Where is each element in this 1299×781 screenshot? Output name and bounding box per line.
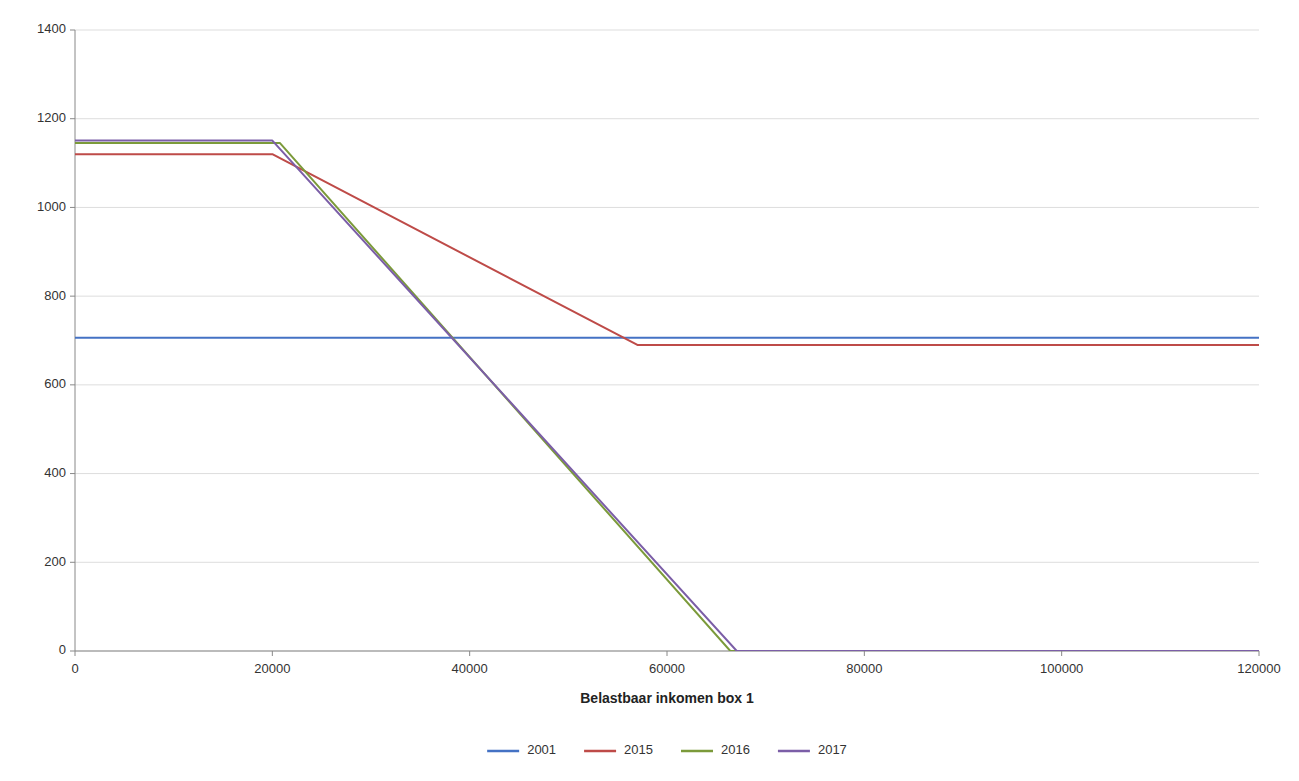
x-tick [1259,651,1260,656]
legend-item: 2001 [487,742,556,757]
y-tick-label: 1200 [37,110,66,125]
x-tick [1061,651,1062,656]
x-tick [667,651,668,656]
legend-label: 2015 [624,742,653,757]
legend-label: 2017 [818,742,847,757]
y-tick-label: 0 [59,642,66,657]
y-axis-line [75,30,76,651]
legend-label: 2016 [721,742,750,757]
x-tick-label: 20000 [254,661,290,676]
legend-item: 2015 [584,742,653,757]
x-tick-label: 120000 [1237,661,1280,676]
series-line [75,140,1259,651]
y-tick [70,562,75,563]
y-tick-label: 1400 [37,21,66,36]
x-tick-label: 60000 [649,661,685,676]
y-tick-label: 800 [44,288,66,303]
y-tick [70,118,75,119]
x-tick-label: 0 [71,661,78,676]
y-tick-label: 1000 [37,199,66,214]
legend-swatch [681,750,713,753]
y-tick-label: 200 [44,554,66,569]
legend-swatch [487,750,519,753]
grid-line [75,384,1259,385]
legend-swatch [584,750,616,753]
grid-line [75,473,1259,474]
y-tick [70,384,75,385]
grid [75,30,1259,651]
legend-item: 2017 [778,742,847,757]
y-tick-label: 400 [44,465,66,480]
y-tick [70,651,75,652]
x-tick [864,651,865,656]
axes: 0 200 400 600 800 1000 1200 1400 0 20000 40000 6000… [37,21,1281,676]
series-group [75,140,1259,651]
x-axis-label: Belastbaar inkomen box 1 [580,690,754,706]
y-tick [70,296,75,297]
x-tick-label: 80000 [846,661,882,676]
series-line [75,154,1259,345]
legend: 2001 2015 2016 2017 [487,742,847,757]
grid-line [75,562,1259,563]
y-tick [70,207,75,208]
legend-swatch [778,750,810,753]
x-tick [272,651,273,656]
chart: 0 200 400 600 800 1000 1200 1400 0 20000 40000 6000… [0,0,1299,781]
x-tick-label: 100000 [1040,661,1083,676]
x-tick-label: 40000 [452,661,488,676]
y-tick-label: 600 [44,376,66,391]
x-tick [469,651,470,656]
grid-line [75,118,1259,119]
grid-line [75,296,1259,297]
grid-line [75,30,1259,31]
series-line [75,337,1259,339]
grid-line [75,207,1259,208]
y-tick [70,473,75,474]
legend-label: 2001 [527,742,556,757]
y-tick [70,30,75,31]
x-tick [75,651,76,656]
legend-item: 2016 [681,742,750,757]
